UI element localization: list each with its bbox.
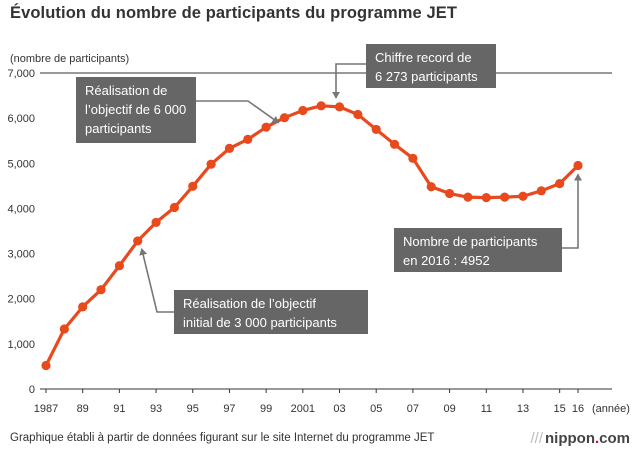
annotation-arrow (139, 247, 174, 313)
x-tick-label: 1987 (34, 403, 58, 415)
data-point (500, 192, 510, 202)
x-tick-label: 97 (223, 403, 235, 415)
data-point (334, 102, 345, 112)
data-point (169, 202, 180, 213)
y-tick-label: 5,000 (7, 158, 35, 170)
chart-title: Évolution du nombre de participants du p… (10, 4, 458, 22)
data-point (133, 236, 143, 246)
data-point (536, 186, 546, 196)
data-point (41, 360, 51, 371)
annotation-text: Réalisation de (85, 83, 167, 98)
data-point (59, 324, 69, 334)
logo-slashes: /// (530, 430, 543, 447)
x-tick-label: 09 (443, 403, 455, 415)
x-tick-label: 13 (517, 403, 529, 415)
data-point (573, 160, 583, 171)
y-tick-label: 1,000 (7, 339, 35, 351)
data-point (279, 113, 290, 123)
annotation-text: Nombre de participants (403, 234, 538, 249)
x-tick-label: 15 (554, 403, 566, 415)
data-point (151, 217, 161, 228)
x-axis-ticks: 1987 89 91 93 95 97 99 2001 03 05 07 09 11 13 15 16 (34, 389, 584, 415)
annotation-box (366, 44, 496, 88)
data-point (518, 191, 528, 201)
x-tick-label: 2001 (291, 403, 315, 415)
y-tick-label: 3,000 (7, 249, 35, 261)
x-tick-label: 95 (187, 403, 199, 415)
data-point (188, 181, 198, 191)
data-point (481, 192, 491, 203)
annotations: Réalisation de l’objectif de 6 000 partici… (76, 44, 582, 334)
nippon-logo: ///nippon.com (530, 430, 630, 447)
logo-tld: com (599, 430, 630, 447)
data-point (261, 122, 271, 132)
x-tick-label: 93 (150, 403, 162, 415)
gridlines (40, 72, 612, 390)
y-tick-label: 4,000 (7, 203, 35, 215)
data-points (41, 101, 583, 371)
annotation-text: Réalisation de l’objectif (183, 296, 316, 311)
x-tick-label: 99 (260, 403, 272, 415)
x-tick-label: 89 (77, 403, 89, 415)
data-point (426, 182, 436, 192)
data-point (206, 159, 216, 169)
y-tick-label: 0 (29, 384, 35, 396)
data-point (114, 261, 124, 271)
data-point (224, 143, 235, 153)
data-point (408, 153, 418, 163)
annotation-text: 6 273 participants (375, 69, 478, 84)
data-point (78, 302, 88, 312)
annotation-box (174, 290, 368, 334)
annotation-text: participants (85, 121, 152, 136)
y-tick-label: 6,000 (7, 113, 35, 125)
annotation-text: initial de 3 000 participants (183, 315, 337, 330)
x-tick-label: 11 (481, 403, 492, 415)
data-point (463, 192, 473, 202)
annotation-arrow (196, 100, 280, 124)
annotation-arrow (332, 63, 366, 99)
data-point (389, 139, 400, 149)
data-point (96, 285, 106, 295)
source-note: Graphique établi à partir de données fig… (10, 432, 435, 444)
data-point (555, 179, 565, 189)
annotation-box (76, 77, 196, 143)
x-tick-label: 91 (113, 403, 125, 415)
logo-dot: . (594, 430, 600, 447)
x-tick-label: 16 (572, 403, 584, 415)
y-tick-label: 2,000 (7, 294, 35, 306)
x-tick-label: 07 (407, 403, 419, 415)
logo-name: nippon (545, 430, 595, 447)
annotation-text: l’objectif de 6 000 (85, 102, 186, 117)
x-tick-label: 05 (370, 403, 382, 415)
y-tick-label: 7,000 (7, 68, 35, 80)
data-point (316, 101, 326, 111)
data-point (371, 124, 381, 135)
annotation-text: Chiffre record de (375, 50, 472, 65)
x-tick-label: 03 (333, 403, 345, 415)
data-point (243, 134, 253, 144)
y-axis-ticks: 0 1,000 2,000 3,000 4,000 5,000 6,000 7,000 (7, 68, 35, 396)
annotation-box (394, 228, 562, 272)
x-axis-label: (année) (592, 403, 630, 415)
data-point (444, 188, 455, 199)
y-axis-label: (nombre de participants) (10, 53, 129, 65)
annotation-arrow (562, 173, 582, 249)
data-point (353, 109, 363, 120)
data-point (298, 105, 308, 116)
annotation-text: en 2016 : 4952 (403, 253, 490, 268)
